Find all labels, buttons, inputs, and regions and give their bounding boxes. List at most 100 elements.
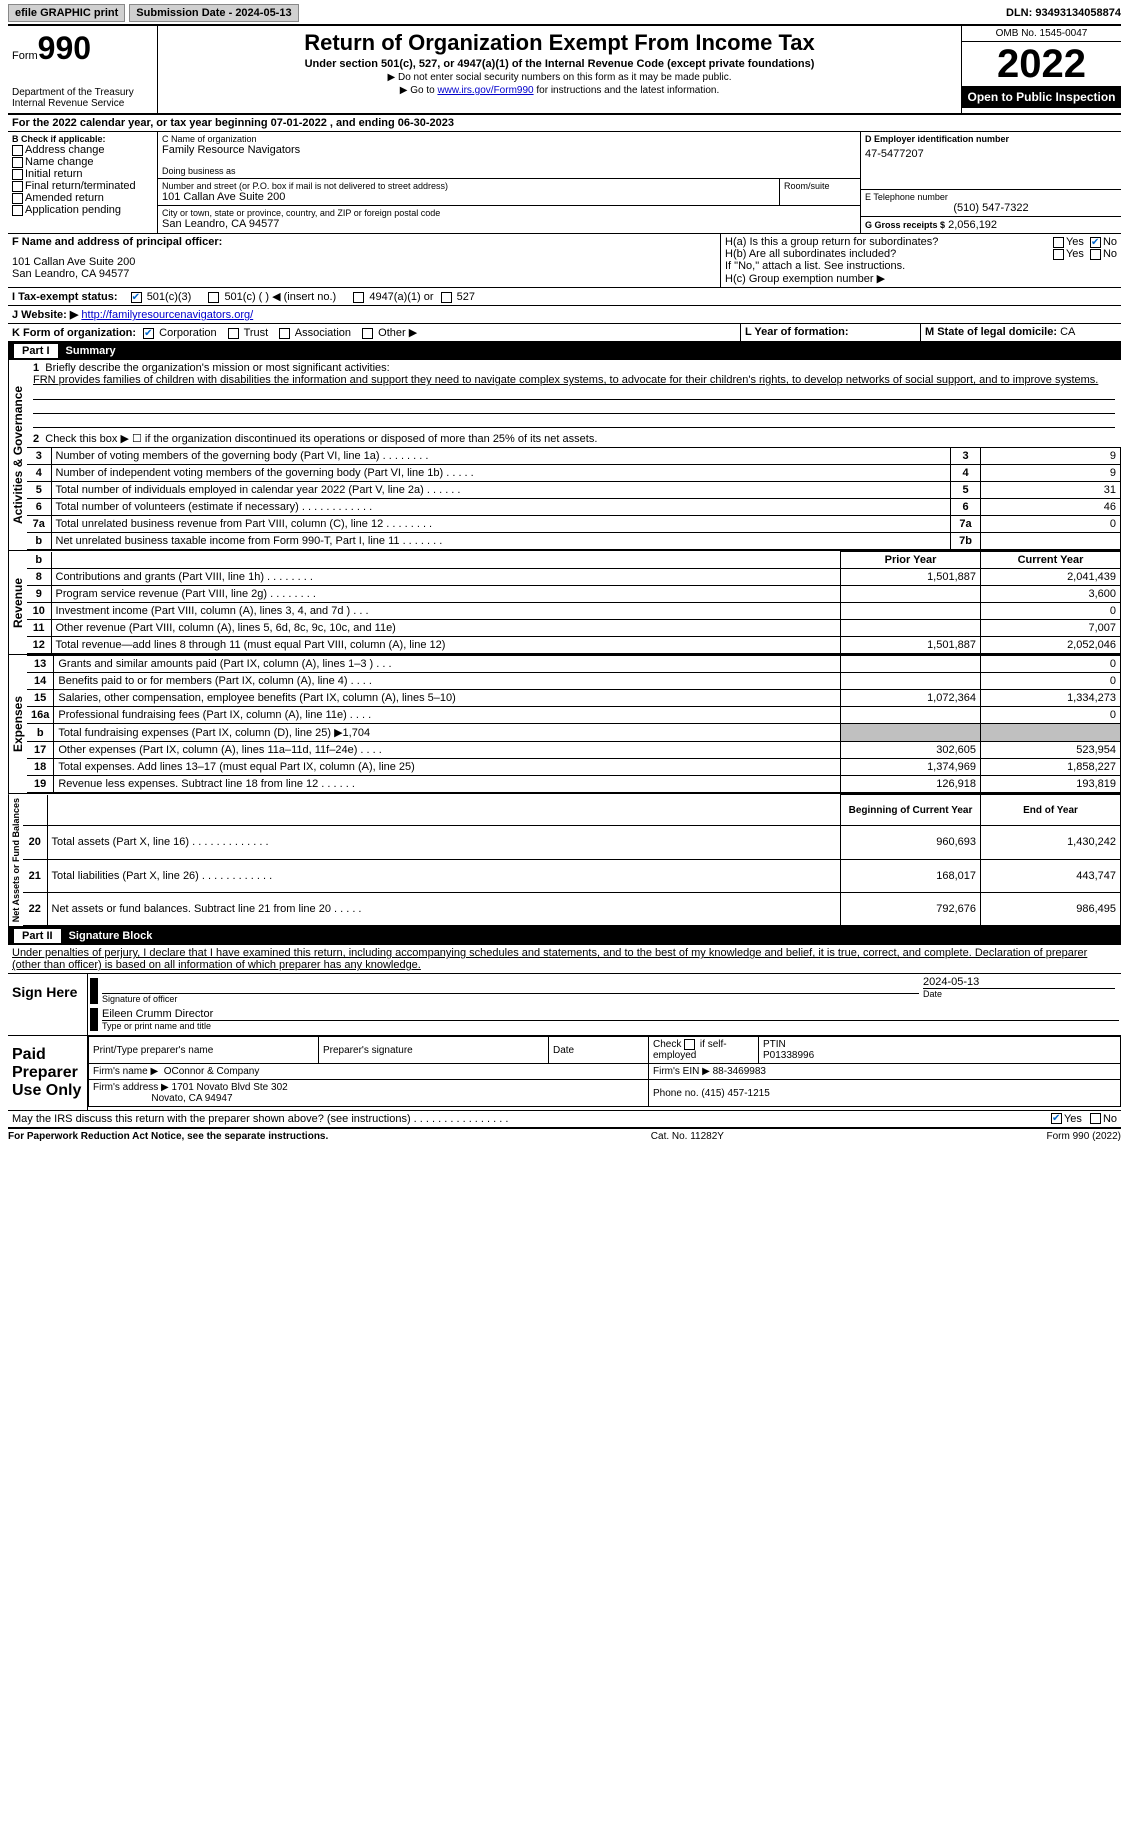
table-row: 7aTotal unrelated business revenue from … — [27, 516, 1121, 533]
firm-phone-label: Phone no. — [653, 1088, 699, 1099]
vert-revenue: Revenue — [8, 551, 27, 654]
inspection-label: Open to Public Inspection — [962, 86, 1121, 108]
table-row: 9Program service revenue (Part VIII, lin… — [27, 586, 1121, 603]
hb-no-check[interactable] — [1090, 249, 1101, 260]
table-row: 17Other expenses (Part IX, column (A), l… — [27, 742, 1121, 759]
org-name: Family Resource Navigators — [162, 144, 856, 156]
box-j-label: J Website: ▶ — [12, 309, 78, 321]
box-g-label: G Gross receipts $ — [865, 220, 945, 230]
domicile: CA — [1060, 326, 1075, 338]
check-final[interactable]: Final return/terminated — [12, 180, 153, 192]
tax-year: 2022 — [962, 42, 1121, 86]
check-501c3[interactable] — [131, 292, 142, 303]
hc-label: H(c) Group exemption number ▶ — [725, 272, 1117, 285]
table-row: 18Total expenses. Add lines 13–17 (must … — [27, 759, 1121, 776]
check-527[interactable] — [441, 292, 452, 303]
part2-header: Part II Signature Block — [8, 927, 1121, 945]
dln-label: DLN: 93493134058874 — [1006, 7, 1121, 19]
hb-note: If "No," attach a list. See instructions… — [725, 260, 1117, 272]
city-label: City or town, state or province, country… — [162, 208, 856, 218]
firm-ein: 88-3469983 — [713, 1066, 766, 1077]
ha-yes-check[interactable] — [1053, 237, 1064, 248]
table-row: 8Contributions and grants (Part VIII, li… — [27, 569, 1121, 586]
form-title: Return of Organization Exempt From Incom… — [166, 30, 953, 56]
firm-ein-label: Firm's EIN ▶ — [653, 1066, 710, 1077]
table-row: 11Other revenue (Part VIII, column (A), … — [27, 620, 1121, 637]
table-row: 20Total assets (Part X, line 16) . . . .… — [23, 826, 1121, 859]
prior-year-header: Prior Year — [841, 552, 981, 569]
note-ssn: ▶ Do not enter social security numbers o… — [166, 72, 953, 83]
check-amended[interactable]: Amended return — [12, 192, 153, 204]
ptin: P01338996 — [763, 1050, 814, 1061]
firm-addr-label: Firm's address ▶ — [93, 1082, 169, 1093]
topbar: efile GRAPHIC print Submission Date - 20… — [8, 4, 1121, 26]
check-corp[interactable] — [143, 328, 154, 339]
period-line: For the 2022 calendar year, or tax year … — [8, 115, 1121, 132]
check-pending[interactable]: Application pending — [12, 204, 153, 216]
hb-label: H(b) Are all subordinates included? — [725, 248, 1053, 260]
firm-addr1: 1701 Novato Blvd Ste 302 — [172, 1082, 288, 1093]
gross-receipts: 2,056,192 — [948, 219, 997, 231]
box-l-label: L Year of formation: — [745, 326, 849, 338]
table-row: 15Salaries, other compensation, employee… — [27, 690, 1121, 707]
submission-button[interactable]: Submission Date - 2024-05-13 — [129, 4, 298, 22]
table-row: 5Total number of individuals employed in… — [27, 482, 1121, 499]
box-c-label: C Name of organization — [162, 134, 856, 144]
check-initial[interactable]: Initial return — [12, 168, 153, 180]
sig-officer-label: Signature of officer — [102, 994, 919, 1004]
footer-mid: Cat. No. 11282Y — [651, 1131, 724, 1142]
line1-label: Briefly describe the organization's miss… — [45, 362, 389, 374]
ha-no-check[interactable] — [1090, 237, 1101, 248]
check-4947[interactable] — [353, 292, 364, 303]
name-title-label: Type or print name and title — [102, 1021, 1119, 1031]
officer-name: Eileen Crumm Director — [102, 1008, 1119, 1021]
date-label: Date — [923, 989, 1115, 999]
form-subtitle: Under section 501(c), 527, or 4947(a)(1)… — [166, 58, 953, 70]
footer-right: Form 990 (2022) — [1047, 1131, 1121, 1142]
check-trust[interactable] — [228, 328, 239, 339]
vert-netassets: Net Assets or Fund Balances — [8, 794, 23, 926]
check-name[interactable]: Name change — [12, 156, 153, 168]
discuss-yes-check[interactable] — [1051, 1113, 1062, 1124]
check-address[interactable]: Address change — [12, 144, 153, 156]
org-city: San Leandro, CA 94577 — [162, 218, 856, 230]
vert-expenses: Expenses — [8, 655, 27, 793]
line2-label: Check this box ▶ ☐ if the organization d… — [45, 433, 597, 445]
note-link: ▶ Go to www.irs.gov/Form990 for instruct… — [166, 85, 953, 96]
box-e-label: E Telephone number — [865, 192, 1117, 202]
prep-name-header: Print/Type preparer's name — [89, 1037, 319, 1064]
room-label: Room/suite — [784, 181, 856, 191]
table-row: 6Total number of volunteers (estimate if… — [27, 499, 1121, 516]
dba-label: Doing business as — [162, 166, 856, 176]
ptin-label: PTIN — [763, 1039, 786, 1050]
form-label: Form — [12, 50, 38, 62]
omb-number: OMB No. 1545-0047 — [962, 26, 1121, 42]
website-link[interactable]: http://familyresourcenavigators.org/ — [81, 309, 253, 321]
part1-header: Part I Summary — [8, 342, 1121, 360]
firm-phone: (415) 457-1215 — [701, 1088, 769, 1099]
discuss-no-check[interactable] — [1090, 1113, 1101, 1124]
efile-button[interactable]: efile GRAPHIC print — [8, 4, 125, 22]
sig-date: 2024-05-13 — [923, 976, 1115, 989]
mission-text: FRN provides families of children with d… — [33, 374, 1098, 386]
hb-yes-check[interactable] — [1053, 249, 1064, 260]
dept-label: Department of the Treasury — [12, 87, 153, 98]
box-k-label: K Form of organization: — [12, 327, 136, 339]
check-selfemployed[interactable] — [684, 1039, 695, 1050]
prep-sig-header: Preparer's signature — [319, 1037, 549, 1064]
box-i-label: I Tax-exempt status: — [12, 291, 118, 303]
check-other[interactable] — [362, 328, 373, 339]
ha-label: H(a) Is this a group return for subordin… — [725, 236, 1053, 248]
prep-date-header: Date — [549, 1037, 649, 1064]
firm-addr2: Novato, CA 94947 — [151, 1093, 232, 1104]
end-header: End of Year — [981, 795, 1121, 826]
check-501c[interactable] — [208, 292, 219, 303]
table-row: 19Revenue less expenses. Subtract line 1… — [27, 776, 1121, 793]
table-row: 12Total revenue—add lines 8 through 11 (… — [27, 637, 1121, 654]
phone: (510) 547-7322 — [865, 202, 1117, 214]
form-number: 990 — [38, 30, 91, 66]
form-header: Form990 Department of the Treasury Inter… — [8, 26, 1121, 115]
firm-name: OConnor & Company — [164, 1066, 260, 1077]
irs-link[interactable]: www.irs.gov/Form990 — [437, 85, 533, 96]
check-assoc[interactable] — [279, 328, 290, 339]
